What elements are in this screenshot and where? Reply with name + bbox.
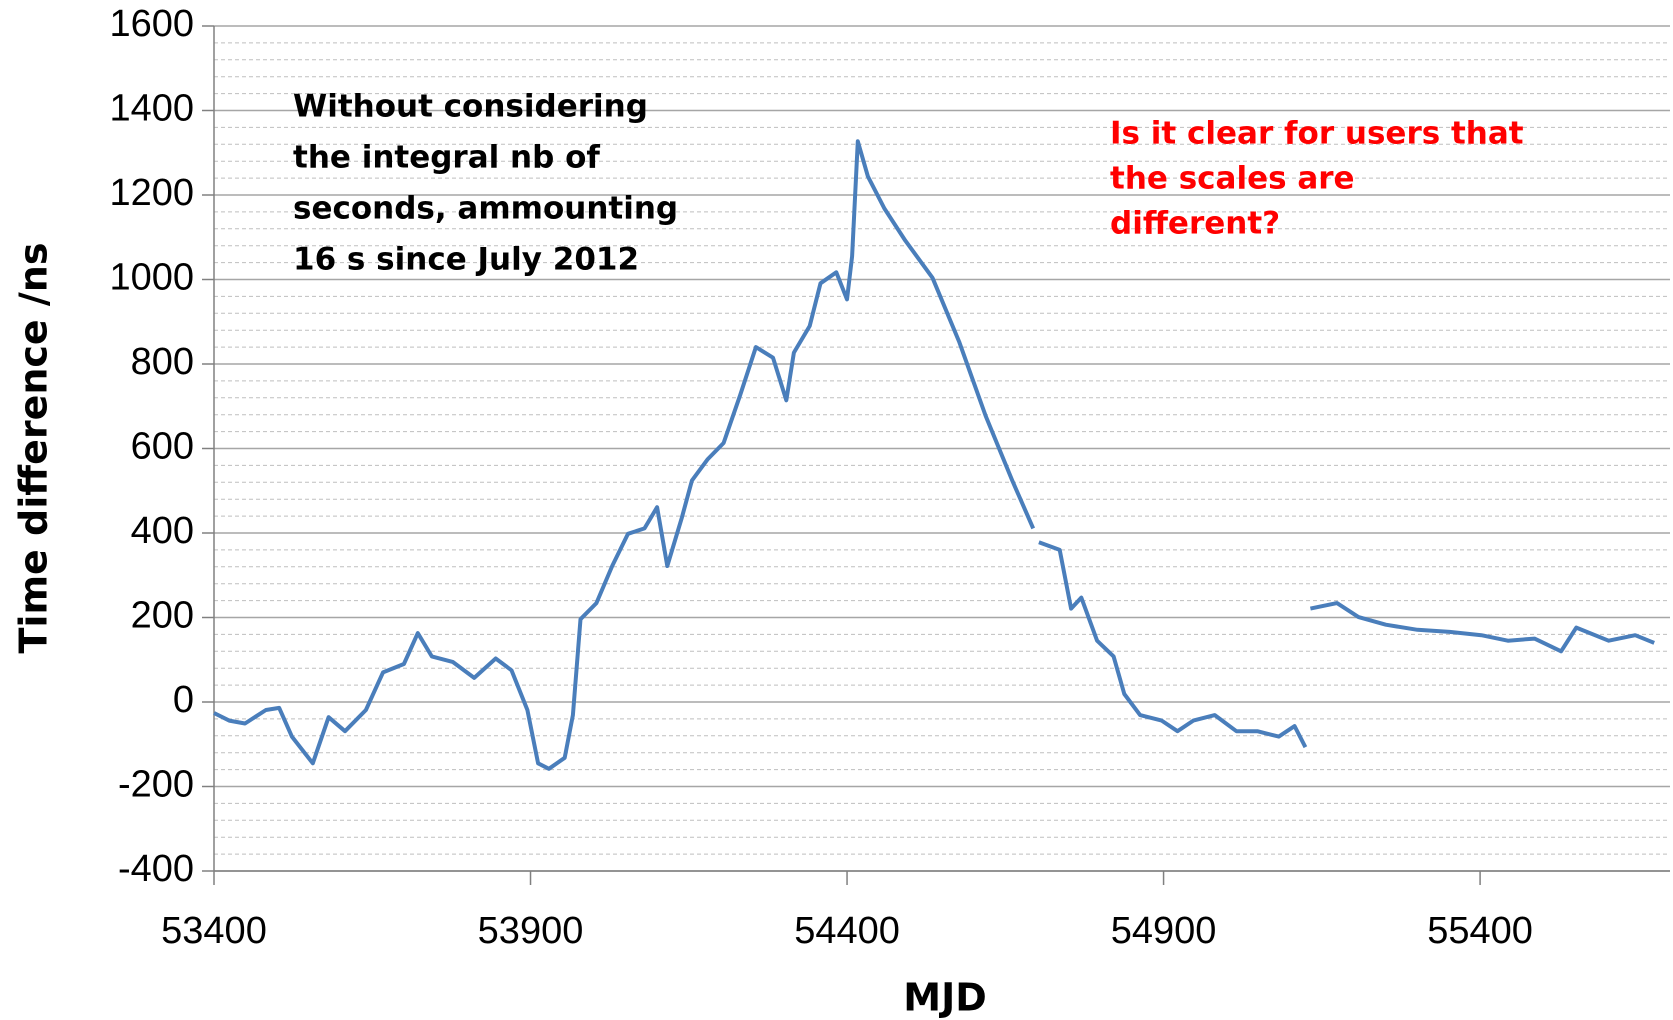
annotation: 16 s since July 2012 — [293, 242, 639, 278]
annotation: the integral nb of — [293, 140, 600, 176]
y-tick-label: -400 — [118, 848, 194, 890]
x-tick-label: 54900 — [1111, 910, 1217, 952]
x-tick-label: 54400 — [794, 910, 900, 952]
y-tick-label: 1400 — [109, 88, 194, 130]
y-tick-label: 0 — [173, 679, 194, 721]
y-tick-label: 1000 — [109, 257, 194, 299]
y-tick-label: -200 — [118, 764, 194, 806]
y-tick-label: 200 — [131, 595, 194, 637]
annotation: the scales are — [1110, 161, 1355, 197]
x-tick-label: 53400 — [161, 910, 267, 952]
y-tick-label: 1200 — [109, 172, 194, 214]
y-tick-label: 1600 — [109, 3, 194, 45]
annotation: Without considering — [293, 89, 648, 125]
annotation: Is it clear for users that — [1110, 116, 1524, 152]
x-tick-label: 53900 — [478, 910, 584, 952]
annotation: seconds, ammounting — [293, 191, 678, 227]
y-axis-label: Time difference /ns — [12, 243, 56, 654]
annotation: different? — [1110, 206, 1280, 242]
y-tick-label: 600 — [131, 426, 194, 468]
y-tick-label: 400 — [131, 510, 194, 552]
data-line — [213, 139, 1655, 771]
y-tick-label: 800 — [131, 341, 194, 383]
x-tick-label: 55400 — [1427, 910, 1533, 952]
x-axis-label: MJD — [903, 976, 987, 1020]
